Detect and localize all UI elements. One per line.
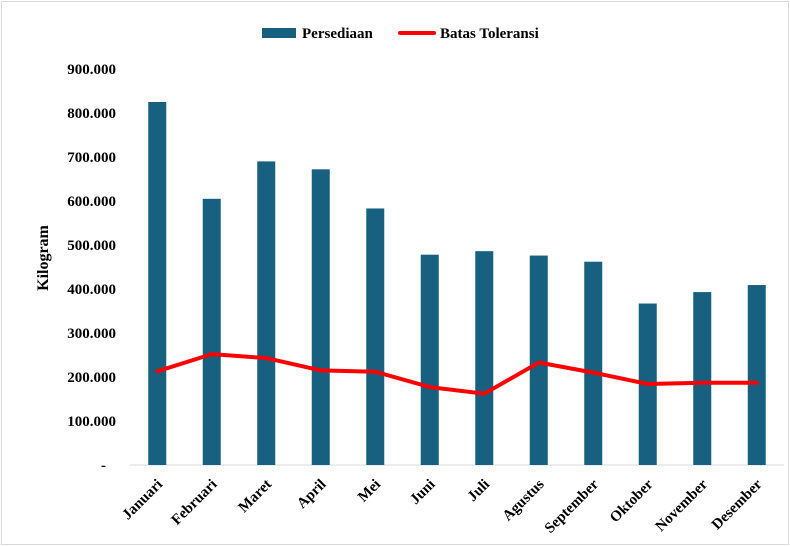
bar-november xyxy=(693,292,712,465)
bar-april xyxy=(311,169,330,465)
bar-juni xyxy=(420,254,439,465)
legend-swatch-persediaan xyxy=(262,28,296,38)
x-tick-label-juni: Juni xyxy=(407,477,438,508)
x-tick-label-januari: Januari xyxy=(119,477,166,524)
x-tick-label-september: September xyxy=(542,476,602,536)
bar-september xyxy=(584,261,603,465)
legend-label-batas-toleransi: Batas Toleransi xyxy=(440,26,539,42)
legend: Persediaan Batas Toleransi xyxy=(262,26,539,42)
legend-label-persediaan: Persediaan xyxy=(302,26,373,42)
x-tick-label-november: November xyxy=(653,476,712,535)
bar-februari xyxy=(202,198,221,466)
bar-mei xyxy=(366,208,385,466)
bar-juli xyxy=(475,251,494,465)
y-tick-label: 500.000 xyxy=(67,238,116,254)
bar-maret xyxy=(257,161,276,465)
bar-agustus xyxy=(529,255,548,465)
x-tick-label-februari: Februari xyxy=(169,477,221,529)
bar-januari xyxy=(148,102,167,465)
x-tick-labels: Januari Februari Maret April Mei Juni Juli Agus… xyxy=(119,476,765,536)
x-tick-label-juli: Juli xyxy=(465,477,493,505)
x-tick-label-desember: Desember xyxy=(709,476,766,533)
x-tick-label-april: April xyxy=(294,477,329,512)
y-tick-label: 700.000 xyxy=(67,150,116,166)
y-tick-label: 600.000 xyxy=(67,194,116,210)
y-tick-label: 400.000 xyxy=(67,282,116,298)
y-axis-title: Kilogram xyxy=(35,224,52,290)
x-tick-label-agustus: Agustus xyxy=(500,476,548,524)
y-tick-label: 100.000 xyxy=(67,414,116,430)
y-tick-label: 300.000 xyxy=(67,326,116,342)
y-tick-label: 200.000 xyxy=(67,370,116,386)
x-tick-label-maret: Maret xyxy=(236,477,275,516)
x-tick-label-oktober: Oktober xyxy=(607,476,657,526)
y-tick-label: - xyxy=(101,458,106,474)
line-series-batas-toleransi xyxy=(155,352,759,396)
x-tick-label-mei: Mei xyxy=(355,477,384,506)
y-tick-label: 800.000 xyxy=(67,106,116,122)
line-batas-toleransi xyxy=(155,352,759,396)
y-tick-label: 900.000 xyxy=(67,62,116,78)
bar-series-persediaan xyxy=(148,102,766,466)
bar-desember xyxy=(747,285,766,465)
y-tick-labels: - 100.000 200.000 300.000 400.000 500.000 600.… xyxy=(67,62,116,474)
